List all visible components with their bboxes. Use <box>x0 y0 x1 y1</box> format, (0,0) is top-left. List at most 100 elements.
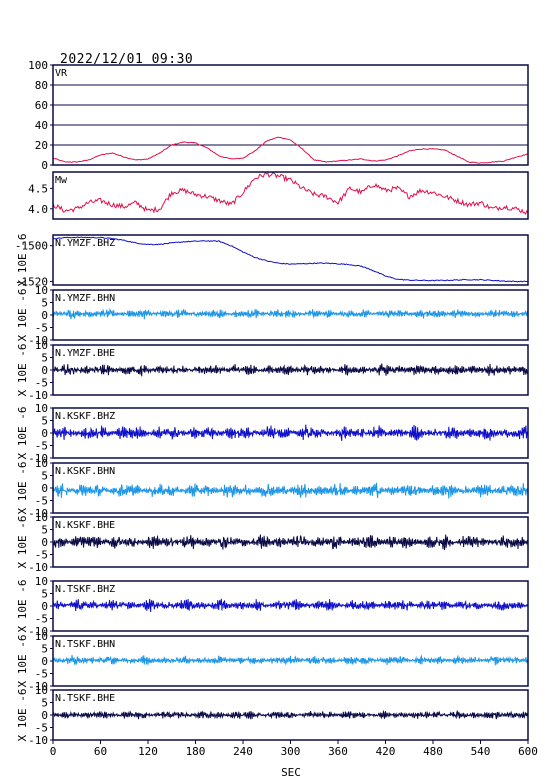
x-tick-label: 180 <box>186 745 206 758</box>
y-tick-label: 0 <box>41 536 48 549</box>
y-tick-label: -10 <box>28 561 48 574</box>
y-tick-label: 5 <box>41 415 48 428</box>
panel-label: N.YMZF.BHE <box>55 348 115 359</box>
y-axis-label: X 10E -6 <box>16 407 29 460</box>
y-tick-label: -5 <box>35 722 48 735</box>
panel-label: N.TSKF.BHE <box>55 693 115 704</box>
y-axis-label: X 10E -6 <box>16 635 29 688</box>
panel-label: N.KSKF.BHE <box>55 520 115 531</box>
y-tick-label: 0 <box>41 427 48 440</box>
trace-line <box>52 482 529 499</box>
trace-line <box>52 654 529 666</box>
y-tick-label: -10 <box>28 452 48 465</box>
panel-label: N.KSKF.BHZ <box>55 411 115 422</box>
y-tick-label: 10 <box>35 402 48 415</box>
y-tick-label: 0 <box>41 600 48 613</box>
y-tick-label: 5 <box>41 588 48 601</box>
x-tick-label: 60 <box>94 745 107 758</box>
y-tick-label: 0 <box>41 159 48 172</box>
x-tick-label: 360 <box>328 745 348 758</box>
trace-line <box>52 363 529 377</box>
y-tick-label: -10 <box>28 625 48 638</box>
y-tick-label: 10 <box>35 511 48 524</box>
panel-vr: VR 0 20 40 60 80 100 <box>28 59 529 172</box>
x-tick-label: 120 <box>138 745 158 758</box>
y-tick-label: 10 <box>35 284 48 297</box>
y-tick-label: 20 <box>35 139 48 152</box>
y-tick-label: 5 <box>41 697 48 710</box>
trace-line <box>52 307 529 320</box>
y-tick-label: 5 <box>41 352 48 365</box>
trace-line <box>52 424 529 441</box>
y-tick-label: 10 <box>35 684 48 697</box>
trace-line <box>52 236 529 283</box>
x-axis-label: SEC <box>281 766 301 779</box>
panel-frame <box>52 234 529 286</box>
y-axis-label: X 10E -6 <box>16 580 29 633</box>
y-tick-label: -5 <box>35 322 48 335</box>
panels-group: VR020406080100Mw4.04.5N.YMZF.BHZ-1500-15… <box>15 59 538 758</box>
y-tick-label: 10 <box>35 339 48 352</box>
y-tick-label: -5 <box>35 613 48 626</box>
y-tick-label: 40 <box>35 119 48 132</box>
panel-frame <box>52 171 529 220</box>
y-tick-label: -10 <box>28 334 48 347</box>
panel-label: N.KSKF.BHN <box>55 466 115 477</box>
panel-label: VR <box>55 68 68 79</box>
panel-label: N.TSKF.BHZ <box>55 584 115 595</box>
y-axis-label: X 10E -6 <box>16 234 29 287</box>
y-axis-label: X 10E -6 <box>16 516 29 569</box>
y-tick-label: 10 <box>35 630 48 643</box>
y-tick-label: -10 <box>28 389 48 402</box>
y-tick-label: 4.0 <box>28 203 48 216</box>
y-tick-label: 0 <box>41 655 48 668</box>
y-tick-label: -5 <box>35 440 48 453</box>
y-tick-label: 0 <box>41 482 48 495</box>
x-tick-label: 600 <box>518 745 538 758</box>
y-tick-label: 4.5 <box>28 182 48 195</box>
y-tick-label: 10 <box>35 575 48 588</box>
y-tick-label: 0 <box>41 309 48 322</box>
y-tick-label: -1500 <box>15 240 48 253</box>
y-tick-label: 5 <box>41 297 48 310</box>
y-tick-label: -5 <box>35 495 48 508</box>
y-tick-label: -1520 <box>15 275 48 288</box>
x-tick-label: 300 <box>281 745 301 758</box>
y-tick-label: -10 <box>28 507 48 520</box>
y-axis-label: X 10E -6 <box>16 462 29 515</box>
trace-line <box>52 598 529 613</box>
figure-title: 2022/12/01 09:30 <box>60 52 193 67</box>
panel-mw: Mw 4.0 4.5 <box>28 171 529 220</box>
panel-label: Mw <box>55 175 68 186</box>
trace-line <box>52 136 528 164</box>
x-tick-label: 420 <box>376 745 396 758</box>
y-tick-label: -10 <box>28 680 48 693</box>
y-tick-label: 5 <box>41 643 48 656</box>
panel-label: N.YMZF.BHN <box>55 293 115 304</box>
y-axis-label: X 10E -6 <box>16 344 29 397</box>
y-tick-label: 60 <box>35 99 48 112</box>
y-tick-label: 0 <box>41 709 48 722</box>
y-tick-label: 10 <box>35 457 48 470</box>
x-tick-label: 0 <box>50 745 57 758</box>
y-axis-label: X 10E -6 <box>16 289 29 342</box>
panel-label: N.YMZF.BHZ <box>55 238 115 249</box>
y-axis-label: X 10E -6 <box>16 689 29 742</box>
y-tick-label: 5 <box>41 470 48 483</box>
y-tick-label: 100 <box>28 59 48 72</box>
x-tick-label: 540 <box>471 745 491 758</box>
trace-line <box>52 534 529 551</box>
trace-line <box>52 172 529 215</box>
y-tick-label: -5 <box>35 549 48 562</box>
x-tick-label: 480 <box>423 745 443 758</box>
trace-line <box>52 709 529 720</box>
